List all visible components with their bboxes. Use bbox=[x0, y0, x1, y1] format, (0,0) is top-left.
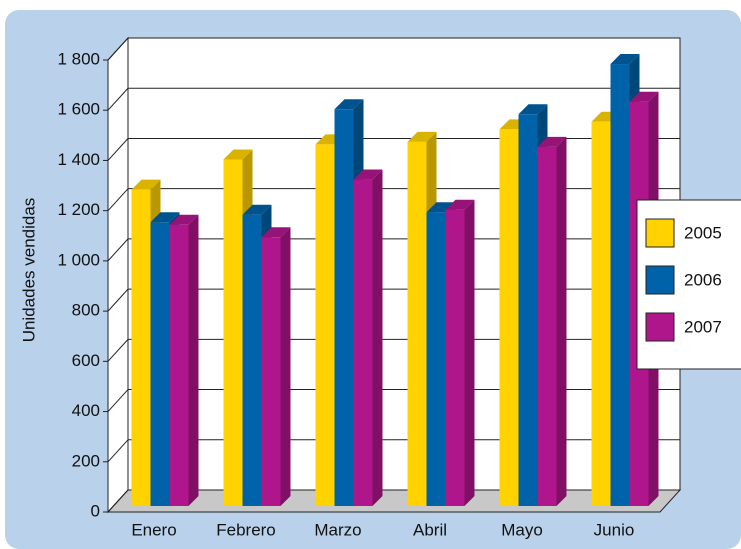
bar-side bbox=[280, 227, 291, 507]
bar-side bbox=[464, 199, 475, 506]
bar bbox=[315, 144, 335, 506]
bar-top bbox=[150, 212, 180, 223]
side-wall bbox=[107, 36, 129, 514]
grid-line bbox=[107, 389, 129, 412]
bar bbox=[407, 141, 427, 506]
y-tick-label: 1 600 bbox=[57, 100, 100, 119]
bar bbox=[518, 114, 538, 507]
bar-top bbox=[261, 227, 291, 238]
y-tick-label: 200 bbox=[72, 451, 100, 470]
bar bbox=[537, 146, 557, 506]
bar-top bbox=[223, 149, 253, 160]
bar-side bbox=[372, 169, 383, 507]
bar-top bbox=[169, 214, 199, 225]
bar bbox=[334, 109, 354, 506]
bar bbox=[591, 121, 611, 507]
grid-line bbox=[107, 489, 129, 513]
y-tick-label: 600 bbox=[72, 351, 100, 370]
bar bbox=[169, 224, 189, 506]
legend-label: 2005 bbox=[684, 223, 722, 242]
bar-top bbox=[629, 91, 659, 102]
x-tick-label: Junio bbox=[594, 520, 635, 539]
y-tick-label: 400 bbox=[72, 401, 100, 420]
bar bbox=[499, 129, 519, 507]
bar bbox=[426, 212, 446, 506]
bar-top bbox=[131, 179, 161, 190]
bar-top bbox=[537, 136, 567, 147]
grid-line bbox=[107, 37, 129, 61]
bar-top bbox=[242, 204, 272, 215]
legend-swatch bbox=[645, 265, 675, 295]
bar bbox=[353, 179, 373, 507]
grid-line bbox=[107, 338, 129, 362]
y-tick-label: 1 000 bbox=[57, 250, 100, 269]
x-tick-label: Mayo bbox=[501, 520, 543, 539]
bar bbox=[150, 222, 170, 506]
bar bbox=[223, 159, 243, 506]
legend-label: 2007 bbox=[684, 317, 722, 336]
legend-label: 2006 bbox=[684, 270, 722, 289]
legend-swatch bbox=[645, 312, 675, 342]
grid-line bbox=[107, 138, 129, 161]
bar-top bbox=[407, 131, 437, 142]
x-tick-label: Enero bbox=[131, 520, 176, 539]
bar-top bbox=[353, 169, 383, 180]
grid-line bbox=[107, 238, 129, 262]
bar bbox=[131, 189, 151, 506]
bar bbox=[610, 64, 630, 507]
bar-top bbox=[610, 54, 640, 65]
x-tick-label: Marzo bbox=[314, 520, 361, 539]
bar bbox=[261, 237, 281, 507]
bar-side bbox=[188, 214, 199, 506]
y-tick-label: 1 200 bbox=[57, 200, 100, 219]
legend-swatch bbox=[645, 218, 675, 248]
grid-line bbox=[107, 188, 129, 212]
y-tick-label: 1 800 bbox=[57, 49, 100, 68]
grid-line bbox=[107, 439, 129, 463]
bar-side bbox=[556, 136, 567, 506]
y-axis-label: Unidades vendidas bbox=[19, 198, 38, 343]
y-tick-label: 0 bbox=[91, 501, 100, 520]
bar bbox=[242, 214, 262, 506]
y-tick-label: 800 bbox=[72, 301, 100, 320]
bar-top bbox=[445, 199, 475, 210]
bar-top bbox=[426, 202, 456, 213]
y-tick-label: 1 400 bbox=[57, 150, 100, 169]
bar-top bbox=[334, 99, 364, 110]
x-tick-label: Abril bbox=[413, 520, 447, 539]
grid-line bbox=[107, 288, 129, 312]
grid-line bbox=[107, 87, 129, 111]
bar-top bbox=[518, 104, 548, 115]
x-tick-label: Febrero bbox=[216, 520, 276, 539]
bar bbox=[445, 209, 465, 506]
